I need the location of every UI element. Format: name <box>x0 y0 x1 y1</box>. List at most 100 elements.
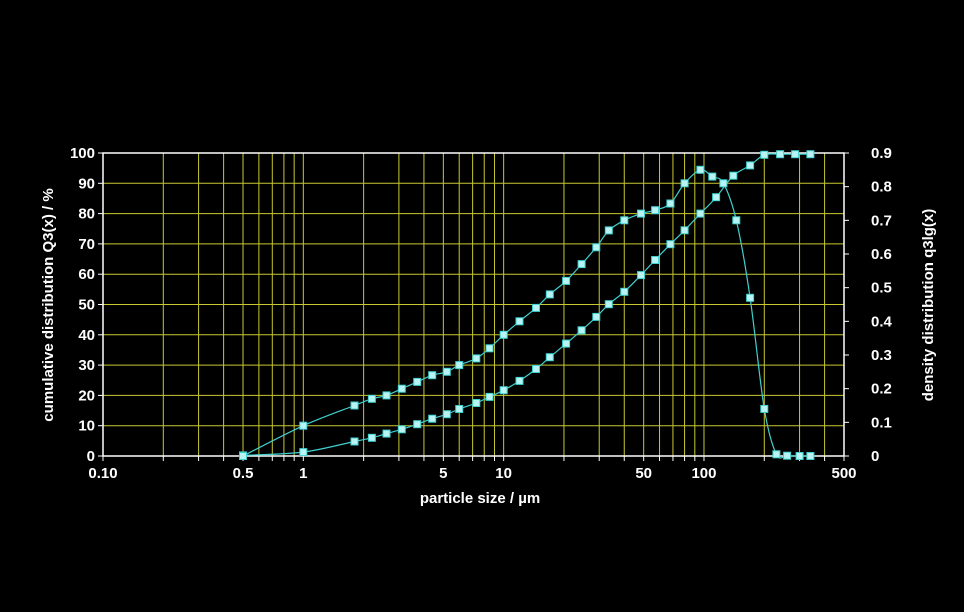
density-data-point <box>592 243 601 252</box>
density-data-point <box>620 216 629 225</box>
y-left-tick-label: 90 <box>78 175 95 192</box>
density-data-point <box>783 451 792 460</box>
cumulative-data-point <box>350 437 359 446</box>
cumulative-data-point <box>637 271 645 280</box>
density-data-point <box>577 260 586 269</box>
density-data-point <box>455 361 464 370</box>
density-data-point <box>442 367 451 376</box>
y-left-tick-label: 20 <box>78 387 95 404</box>
cumulative-data-point <box>299 448 308 457</box>
x-tick-label: 5 <box>439 465 447 482</box>
density-data-point <box>545 290 554 299</box>
y-right-tick-label: 0.5 <box>871 280 892 297</box>
density-data-point <box>806 452 815 460</box>
cumulative-data-point <box>499 386 508 395</box>
cumulative-data-point <box>397 425 406 434</box>
cumulative-data-point <box>806 150 815 159</box>
density-data-point <box>680 179 689 188</box>
x-tick-label: 500 <box>831 465 856 482</box>
y-right-tick-label: 0.7 <box>871 212 892 229</box>
cumulative-data-point <box>791 150 800 159</box>
y-right-tick-label: 0.4 <box>871 313 893 330</box>
cumulative-data-point <box>592 312 601 321</box>
series-layer <box>239 150 815 460</box>
x-tick-label: 0.5 <box>233 465 254 482</box>
y-left-tick-label: 30 <box>78 357 95 374</box>
density-data-point <box>515 317 524 326</box>
cumulative-data-point <box>413 420 422 429</box>
tick-labels: 0 10 20 30 40 50 60 70 80 90 100 0 0.1 0.2 0.3 0.4 0.5 0.… <box>70 145 893 482</box>
density-data-point <box>772 450 781 459</box>
y-left-tick-label: 50 <box>78 297 95 314</box>
cumulative-data-point <box>666 240 675 249</box>
y-right-tick-label: 0.6 <box>871 246 892 263</box>
cumulative-data-point <box>680 226 689 235</box>
cumulative-data-point <box>515 376 524 385</box>
cumulative-data-point <box>442 410 451 419</box>
cumulative-data-point <box>532 365 540 373</box>
y-axis-right-title: density distribution q3lg(x) <box>920 209 937 402</box>
cumulative-data-point <box>729 171 738 180</box>
y-left-tick-label: 60 <box>78 266 95 283</box>
density-data-point <box>472 354 481 363</box>
density-data-point <box>428 371 437 380</box>
density-data-point <box>485 344 494 353</box>
cumulative-data-point <box>428 414 437 423</box>
cumulative-data-point <box>455 405 464 413</box>
x-axis-title: particle size / µm <box>420 490 540 507</box>
density-data-point <box>562 276 571 285</box>
x-tick-label: 10 <box>495 465 512 482</box>
density-data-point <box>795 452 804 460</box>
y-right-tick-label: 0.3 <box>871 347 892 364</box>
cumulative-data-point <box>577 326 586 335</box>
axis-ticks <box>98 152 849 461</box>
y-right-tick-label: 0.2 <box>871 381 892 398</box>
x-tick-label: 0.10 <box>88 465 117 482</box>
density-data-point <box>397 384 406 393</box>
cumulative-data-point <box>382 429 391 438</box>
density-data-point <box>239 452 247 460</box>
density-data-point <box>367 394 376 403</box>
y-left-tick-label: 100 <box>70 145 95 162</box>
density-data-point <box>651 206 660 215</box>
density-data-point <box>760 404 769 413</box>
cumulative-data-point <box>562 339 571 348</box>
cumulative-data-point <box>651 256 660 264</box>
cumulative-data-point <box>604 300 613 309</box>
x-tick-label: 1 <box>299 465 307 482</box>
y-left-tick-label: 0 <box>87 448 95 465</box>
density-data-point <box>732 216 741 225</box>
density-data-point <box>666 199 675 208</box>
x-tick-label: 100 <box>691 465 716 482</box>
density-data-point <box>696 165 705 174</box>
y-right-tick-label: 0 <box>871 448 879 465</box>
density-data-point <box>382 391 391 400</box>
density-data-point <box>413 377 422 386</box>
density-data-point <box>604 226 613 235</box>
cumulative-data-point <box>746 161 755 170</box>
density-data-point <box>719 179 728 188</box>
density-data-point <box>499 330 508 339</box>
cumulative-data-point <box>485 392 494 401</box>
density-data-point <box>350 401 359 410</box>
x-tick-label: 50 <box>635 465 652 482</box>
y-right-tick-label: 0.9 <box>871 145 892 162</box>
density-data-point <box>532 303 540 312</box>
y-axis-left-title: cumulative distribution Q3(x) / % <box>40 188 57 421</box>
y-left-tick-label: 40 <box>78 327 95 344</box>
density-data-point <box>708 172 717 181</box>
cumulative-data-point <box>367 433 376 442</box>
cumulative-data-point <box>712 193 721 202</box>
cumulative-data-point <box>776 150 785 159</box>
y-right-tick-label: 0.8 <box>871 179 892 196</box>
y-right-tick-label: 0.1 <box>871 414 892 431</box>
cumulative-data-point <box>696 209 705 218</box>
y-left-tick-label: 70 <box>78 236 95 253</box>
density-data-point <box>299 421 308 430</box>
cumulative-data-point <box>545 353 554 362</box>
cumulative-data-point <box>620 287 629 296</box>
cumulative-data-point <box>760 150 769 159</box>
density-data-point <box>746 293 755 302</box>
